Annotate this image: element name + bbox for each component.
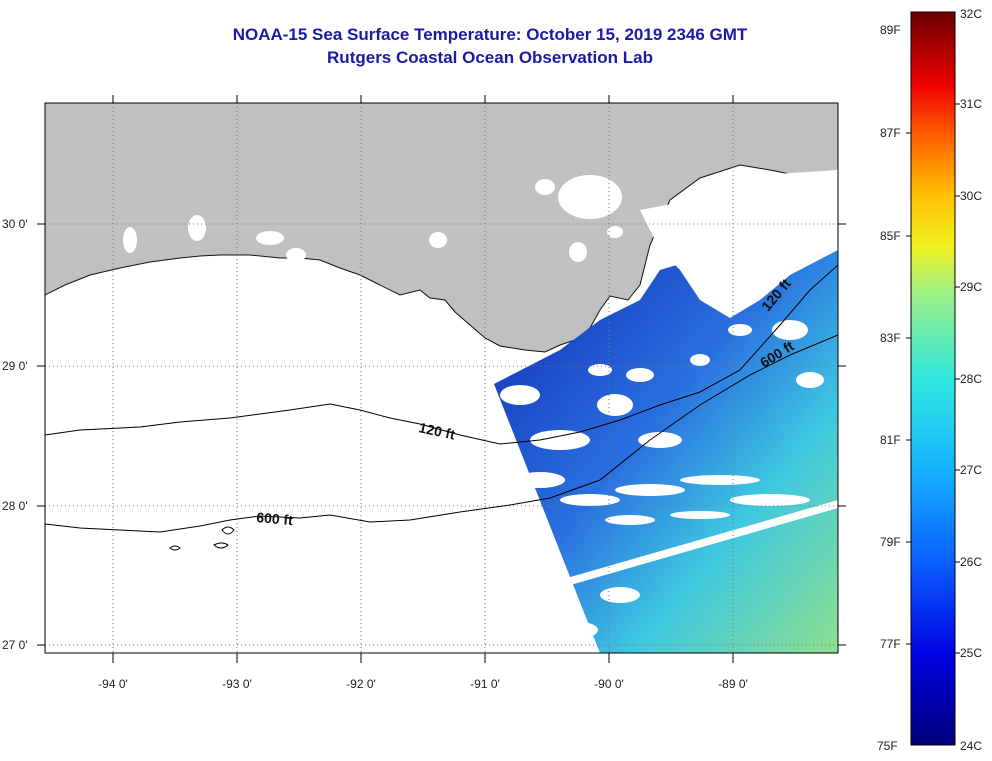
colorbar-c-label: 31C xyxy=(960,97,982,111)
map-border xyxy=(44,102,839,654)
lat-label: 28 0' xyxy=(2,499,28,513)
colorbar-celsius: 32C 31C 30C 29C 28C 27C 26C 25C 24C xyxy=(960,7,982,753)
map-title: NOAA-15 Sea Surface Temperature: October… xyxy=(232,25,748,44)
lon-label: -89 0' xyxy=(718,677,748,691)
lat-label: 27 0' xyxy=(2,638,28,652)
lake xyxy=(256,231,284,245)
lon-label: -92 0' xyxy=(346,677,376,691)
map-subtitle: Rutgers Coastal Ocean Observation Lab xyxy=(327,48,653,67)
colorbar-c-label: 30C xyxy=(960,189,982,203)
lon-label: -94 0' xyxy=(98,677,128,691)
colorbar-c-label: 27C xyxy=(960,463,982,477)
lake xyxy=(607,226,623,238)
colorbar-f-label: 85F xyxy=(880,229,901,243)
contour-label: 120 ft xyxy=(417,419,456,442)
lon-label: -93 0' xyxy=(222,677,252,691)
colorbar-f-label: 81F xyxy=(880,433,901,447)
colorbar-f-label: 87F xyxy=(880,126,901,140)
lat-label: 30 0' xyxy=(2,217,28,231)
colorbar-c-label: 24C xyxy=(960,739,982,753)
colorbar-c-label: 25C xyxy=(960,646,982,660)
lake xyxy=(429,232,447,248)
axis-ticks xyxy=(37,95,846,663)
contour-label: 600 ft xyxy=(256,509,294,528)
grid-lines xyxy=(45,103,838,653)
lake xyxy=(558,175,622,219)
colorbar-ticks xyxy=(906,103,960,654)
contour-120ft xyxy=(45,264,838,445)
lat-label: 29 0' xyxy=(2,359,28,373)
bank-contours xyxy=(169,526,235,551)
colorbar-c-label: 26C xyxy=(960,555,982,569)
colorbar-f-label: 77F xyxy=(880,637,901,651)
colorbar-fahrenheit: 89F 87F 85F 83F 81F 79F 77F 75F xyxy=(877,23,901,753)
land-mass xyxy=(45,103,838,353)
lake xyxy=(123,227,137,253)
lon-label: -90 0' xyxy=(594,677,624,691)
lake xyxy=(569,242,587,262)
lake xyxy=(286,248,306,262)
lake xyxy=(188,215,206,241)
colorbar-f-label: 75F xyxy=(877,739,898,753)
colorbar-c-label: 28C xyxy=(960,372,982,386)
colorbar xyxy=(910,11,956,746)
colorbar-c-label: 29C xyxy=(960,280,982,294)
scan-gap xyxy=(560,500,838,588)
cloud-cover xyxy=(500,170,838,638)
lake xyxy=(535,179,555,195)
colorbar-c-label: 32C xyxy=(960,7,982,21)
colorbar-f-label: 83F xyxy=(880,331,901,345)
colorbar-f-label: 79F xyxy=(880,535,901,549)
lon-label: -91 0' xyxy=(470,677,500,691)
contour-600ft xyxy=(45,334,838,533)
colorbar-f-label: 89F xyxy=(880,23,901,37)
